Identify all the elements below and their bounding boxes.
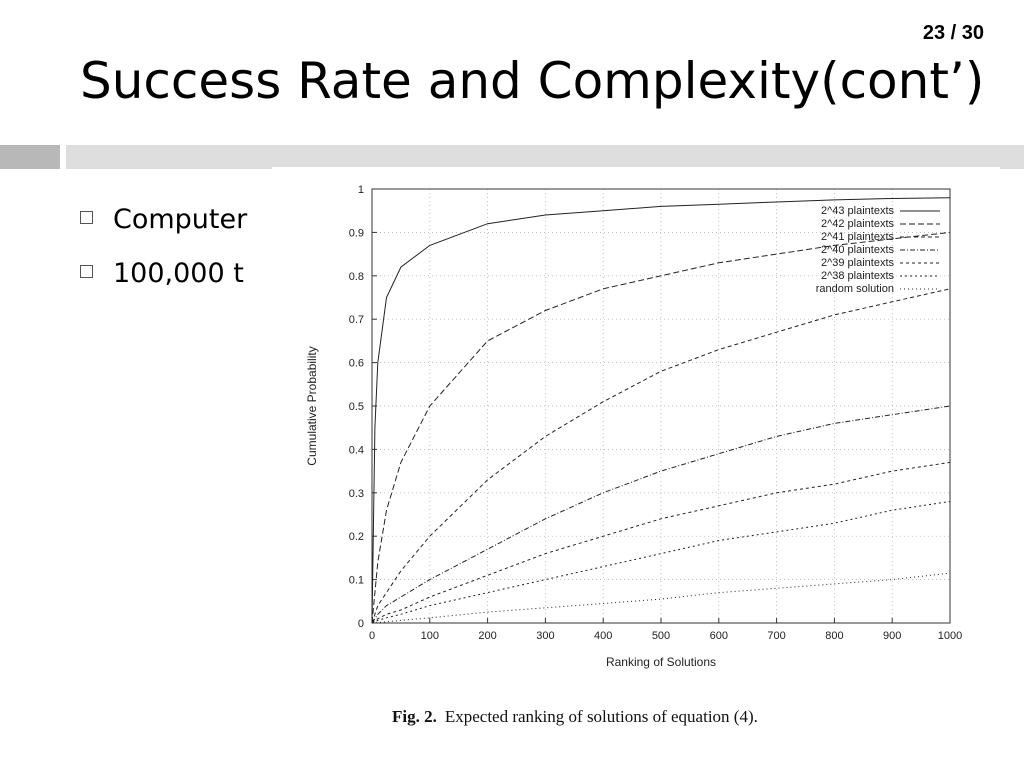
x-tick-label: 900	[883, 630, 901, 642]
y-tick-label: 0.4	[349, 444, 364, 456]
series-line	[371, 461, 951, 624]
title-bar-right-accent	[66, 145, 1024, 169]
y-tick-label: 1	[358, 184, 364, 196]
figure-caption: Fig. 2. Expected ranking of solutions of …	[392, 707, 758, 727]
legend-label: 2^43 plaintexts	[821, 205, 895, 217]
legend-label: 2^42 plaintexts	[821, 218, 895, 230]
bullet-list: Computer 100,000 t	[80, 193, 247, 301]
series-line	[371, 288, 951, 624]
x-tick-label: 700	[767, 630, 785, 642]
series-line	[371, 572, 951, 624]
x-tick-label: 300	[536, 630, 554, 642]
title-bar-left-accent	[0, 145, 60, 169]
slide-title: Success Rate and Complexity(cont’)	[80, 52, 985, 110]
y-tick-label: 0.9	[349, 227, 364, 239]
x-tick-label: 100	[421, 630, 439, 642]
y-tick-label: 0.7	[349, 314, 364, 326]
line-chart: 0 100 200 300 400 500 600 700 800 900 1000 0 0.1 0.2 0…	[305, 184, 962, 669]
y-tick-label: 0.8	[349, 271, 364, 283]
x-tick-label: 0	[369, 630, 375, 642]
square-bullet-icon	[80, 265, 93, 278]
bullet-text: 100,000 t	[113, 258, 244, 289]
x-axis-label: Ranking of Solutions	[606, 655, 716, 669]
y-tick-label: 0.2	[349, 531, 364, 543]
legend-label: 2^40 plaintexts	[821, 244, 895, 256]
legend-label: 2^41 plaintexts	[821, 231, 895, 243]
x-tick-label: 1000	[938, 630, 962, 642]
legend-label: random solution	[816, 283, 894, 295]
y-tick-label: 0.6	[349, 358, 364, 370]
x-tick-label: 600	[710, 630, 728, 642]
y-tick-label: 0	[358, 618, 364, 630]
legend-label: 2^39 plaintexts	[821, 257, 895, 269]
square-bullet-icon	[80, 211, 93, 224]
x-tick-label: 800	[825, 630, 843, 642]
legend-label: 2^38 plaintexts	[821, 270, 895, 282]
x-tick-label: 500	[652, 630, 670, 642]
caption-label: Fig. 2.	[392, 707, 437, 726]
caption-text: Expected ranking of solutions of equatio…	[444, 707, 758, 726]
y-tick-label: 0.5	[349, 401, 364, 413]
x-tick-label: 200	[478, 630, 496, 642]
page-number: 23 / 30	[922, 22, 984, 44]
series-line	[371, 197, 951, 624]
series-line	[371, 501, 951, 624]
x-tick-label: 400	[594, 630, 612, 642]
bullet-item: Computer	[80, 193, 247, 247]
chart-figure: 0 100 200 300 400 500 600 700 800 900 1000 0 0.1 0.2 0…	[272, 167, 1000, 768]
series-line	[371, 231, 951, 624]
y-axis-label: Cumulative Probability	[305, 346, 319, 465]
bullet-item: 100,000 t	[80, 247, 247, 301]
series-line	[371, 405, 951, 624]
y-tick-label: 0.3	[349, 488, 364, 500]
bullet-text: Computer	[113, 204, 248, 235]
y-tick-label: 0.1	[349, 575, 364, 587]
